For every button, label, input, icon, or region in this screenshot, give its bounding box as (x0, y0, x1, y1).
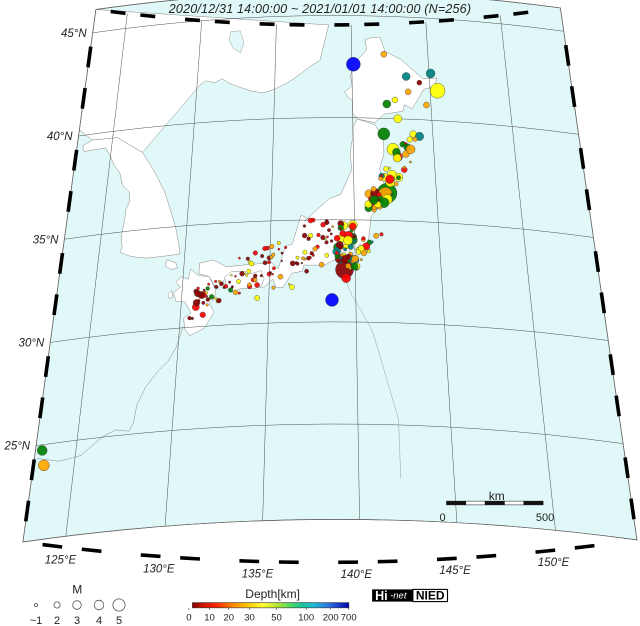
svg-text:-net: -net (390, 591, 407, 602)
svg-text:5: 5 (116, 615, 122, 626)
svg-text:200: 200 (323, 612, 339, 623)
svg-text:0: 0 (439, 512, 445, 524)
svg-text:45°N: 45°N (61, 28, 87, 40)
svg-text:40°N: 40°N (47, 131, 73, 143)
svg-text:Depth[km]: Depth[km] (245, 587, 300, 601)
svg-text:25°N: 25°N (3, 441, 30, 453)
svg-text:20: 20 (224, 612, 235, 623)
svg-text:500: 500 (536, 512, 554, 524)
svg-text:km: km (489, 489, 505, 503)
svg-text:700: 700 (341, 612, 357, 623)
svg-text:135°E: 135°E (242, 569, 274, 581)
svg-text:M: M (72, 583, 82, 597)
svg-text:30°N: 30°N (19, 337, 45, 349)
svg-text:100: 100 (298, 612, 314, 623)
svg-text:Hi: Hi (375, 589, 388, 603)
svg-text:NIED: NIED (416, 589, 445, 603)
svg-text:0: 0 (186, 612, 191, 623)
svg-text:130°E: 130°E (143, 564, 175, 576)
svg-text:50: 50 (271, 612, 282, 623)
svg-text:140°E: 140°E (341, 569, 373, 581)
svg-text:35°N: 35°N (33, 234, 59, 246)
svg-text:2: 2 (54, 615, 60, 626)
svg-text:~1: ~1 (30, 615, 43, 626)
svg-text:3: 3 (74, 615, 80, 626)
svg-text:4: 4 (96, 615, 102, 626)
svg-text:145°E: 145°E (439, 565, 471, 577)
svg-text:10: 10 (204, 612, 215, 623)
svg-text:125°E: 125°E (45, 554, 77, 566)
svg-text:150°E: 150°E (538, 557, 570, 569)
svg-text:30: 30 (244, 612, 255, 623)
